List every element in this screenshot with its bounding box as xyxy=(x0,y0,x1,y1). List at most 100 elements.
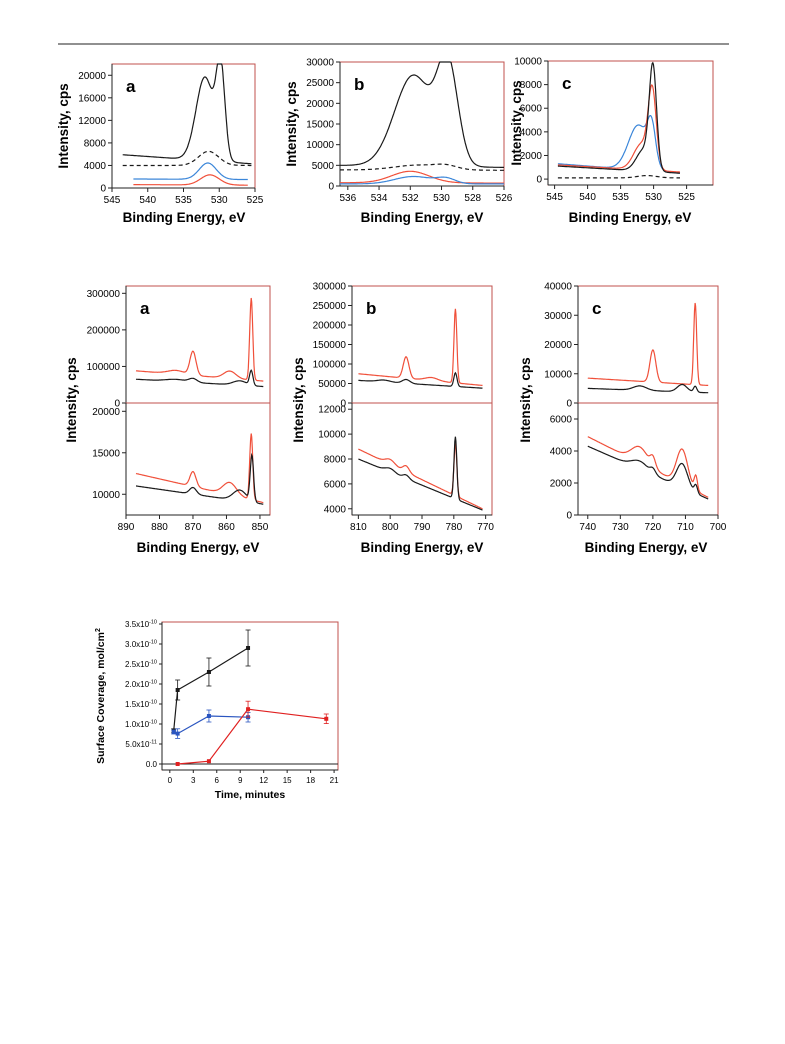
o1s-c-series-1-line xyxy=(557,84,680,173)
coverage-point xyxy=(175,762,180,766)
chart-metal-a-bot: 10000 15000 20000 890 880 870 860 850 Binding En… xyxy=(92,402,271,555)
metal-c-top-series-0-line xyxy=(587,302,709,386)
coverage-series-0-line xyxy=(173,647,249,731)
o1s-b-x-tick-label: 534 xyxy=(371,193,388,204)
o1s-b-x-tick-label: 528 xyxy=(464,193,481,204)
o1s-a-panel-label: a xyxy=(126,77,136,96)
o1s-c-series-0-line xyxy=(557,115,681,174)
o1s-c-y-tick-label: 10000 xyxy=(514,57,542,68)
chart-coverage: 0.0 5.0x10-11 1.0x10-10 1.5x10-10 2.0x10-10 2… xyxy=(95,620,339,802)
coverage-x-tick-label: 0 xyxy=(168,776,173,785)
metal-a-top-y-tick-label: 200000 xyxy=(87,325,121,336)
metal-b-bot-y-tick-label: 10000 xyxy=(318,430,346,441)
o1s-a-y-tick-label: 0 xyxy=(100,184,106,195)
metal-b-y-axis-label: Intensity, cps xyxy=(291,357,306,442)
metal-c-bot-y-tick-label: 6000 xyxy=(550,415,573,426)
metal-a-bot-y-tick-label: 15000 xyxy=(92,448,120,459)
o1s-c-panel-label: c xyxy=(562,74,571,93)
metal-b-top-y-tick-label: 200000 xyxy=(313,321,347,332)
metal-c-top-panel-label: c xyxy=(592,299,601,318)
o1s-a-series-2-line xyxy=(133,162,248,181)
chart-o1s-b: 0 5000 10000 15000 20000 25000 30000 536 534 532 5… xyxy=(284,58,513,226)
metal-c-bot-x-tick-label: 740 xyxy=(579,522,596,533)
o1s-a-x-tick-label: 540 xyxy=(139,195,156,206)
o1s-b-y-tick-label: 25000 xyxy=(306,78,334,89)
o1s-c-series-3-line xyxy=(557,175,680,179)
metal-b-bot-y-tick-label: 12000 xyxy=(318,405,346,416)
o1s-a-y-axis-label: Intensity, cps xyxy=(56,83,71,168)
metal-c-top-series-1-line xyxy=(587,383,709,394)
metal-b-bot-x-tick-label: 800 xyxy=(382,522,399,533)
o1s-c-y-tick-label: 6000 xyxy=(520,104,543,115)
metal-a-top-panel-label: a xyxy=(140,299,150,318)
metal-c-y-axis-label: Intensity, cps xyxy=(518,357,533,442)
metal-c-bot-x-tick-label: 700 xyxy=(710,522,727,533)
coverage-y-axis-label: Surface Coverage, mol/cm2 xyxy=(95,628,107,764)
o1s-a-y-tick-label: 4000 xyxy=(84,161,107,172)
o1s-b-y-tick-label: 20000 xyxy=(306,99,334,110)
coverage-point xyxy=(246,646,251,650)
o1s-b-x-tick-label: 532 xyxy=(402,193,419,204)
o1s-b-x-axis-label: Binding Energy, eV xyxy=(361,210,484,225)
o1s-a-y-tick-label: 8000 xyxy=(84,138,107,149)
o1s-a-x-tick-label: 545 xyxy=(104,195,121,206)
metal-c-bot-y-tick-label: 2000 xyxy=(550,479,573,490)
metal-c-bot-frame xyxy=(577,402,719,516)
o1s-c-y-tick-label: 8000 xyxy=(520,80,543,91)
metal-c-top-y-tick-label: 30000 xyxy=(544,311,572,322)
o1s-a-x-axis-label: Binding Energy, eV xyxy=(123,210,246,225)
metal-a-bot-x-axis-label: Binding Energy, eV xyxy=(137,540,260,555)
metal-c-bot-x-tick-label: 720 xyxy=(645,522,662,533)
metal-a-top-y-tick-label: 0 xyxy=(114,399,120,410)
metal-b-bot-y-tick-label: 8000 xyxy=(324,455,347,466)
o1s-c-x-tick-label: 540 xyxy=(579,192,596,203)
coverage-x-tick-label: 3 xyxy=(191,776,196,785)
metal-b-top-series-1-line xyxy=(358,371,483,389)
coverage-point xyxy=(246,707,251,712)
metal-b-top-y-tick-label: 250000 xyxy=(313,301,347,312)
o1s-c-x-tick-label: 535 xyxy=(612,192,629,203)
metal-b-bot-x-tick-label: 780 xyxy=(445,522,462,533)
o1s-c-x-tick-label: 525 xyxy=(678,192,695,203)
metal-b-top-y-tick-label: 50000 xyxy=(318,379,346,390)
o1s-b-y-tick-label: 15000 xyxy=(306,120,334,131)
metal-b-bot-x-tick-label: 810 xyxy=(350,522,367,533)
o1s-b-series-0-line xyxy=(340,61,504,168)
o1s-b-y-tick-label: 30000 xyxy=(306,58,334,69)
coverage-point xyxy=(175,688,180,692)
metal-c-bot-x-tick-label: 710 xyxy=(677,522,694,533)
o1s-a-series-0-line xyxy=(122,63,252,165)
chart-o1s-a: 0 4000 8000 12000 16000 20000 545 540 535 530 525 a… xyxy=(56,63,264,225)
metal-b-bot-x-tick-label: 790 xyxy=(414,522,431,533)
coverage-point xyxy=(206,759,211,764)
o1s-c-series-2-line xyxy=(557,61,680,174)
o1s-a-x-tick-label: 525 xyxy=(247,195,264,206)
metal-c-bot-y-tick-label: 4000 xyxy=(550,447,573,458)
coverage-x-axis-label: Time, minutes xyxy=(215,789,286,801)
metal-b-top-y-tick-label: 0 xyxy=(340,399,346,410)
coverage-x-tick-label: 15 xyxy=(283,776,292,785)
metal-b-bot-series-0-line xyxy=(358,443,483,510)
metal-a-top-y-tick-label: 100000 xyxy=(87,362,121,373)
o1s-c-x-tick-label: 545 xyxy=(546,192,563,203)
o1s-c-y-tick-label: 2000 xyxy=(520,151,543,162)
o1s-a-x-tick-label: 530 xyxy=(211,195,228,206)
o1s-a-series-1-line xyxy=(122,150,252,167)
metal-b-bot-x-axis-label: Binding Energy, eV xyxy=(361,540,484,555)
coverage-point xyxy=(206,670,211,674)
o1s-c-y-axis-label: Intensity, cps xyxy=(509,80,524,165)
metal-a-top-series-1-line xyxy=(135,369,264,388)
o1s-a-y-tick-label: 12000 xyxy=(78,116,106,127)
metal-b-top-y-tick-label: 300000 xyxy=(313,282,347,293)
metal-c-bot-series-1-line xyxy=(587,445,709,500)
metal-c-bot-x-tick-label: 730 xyxy=(612,522,629,533)
coverage-y-tick-label: 0.0 xyxy=(146,760,158,769)
coverage-x-tick-label: 18 xyxy=(306,776,315,785)
metal-b-top-panel-label: b xyxy=(366,299,376,318)
o1s-b-series-1-line xyxy=(340,163,504,171)
coverage-frame xyxy=(161,621,339,771)
o1s-b-panel-label: b xyxy=(354,75,364,94)
coverage-point xyxy=(206,714,211,718)
o1s-a-series-3-line xyxy=(133,174,248,186)
